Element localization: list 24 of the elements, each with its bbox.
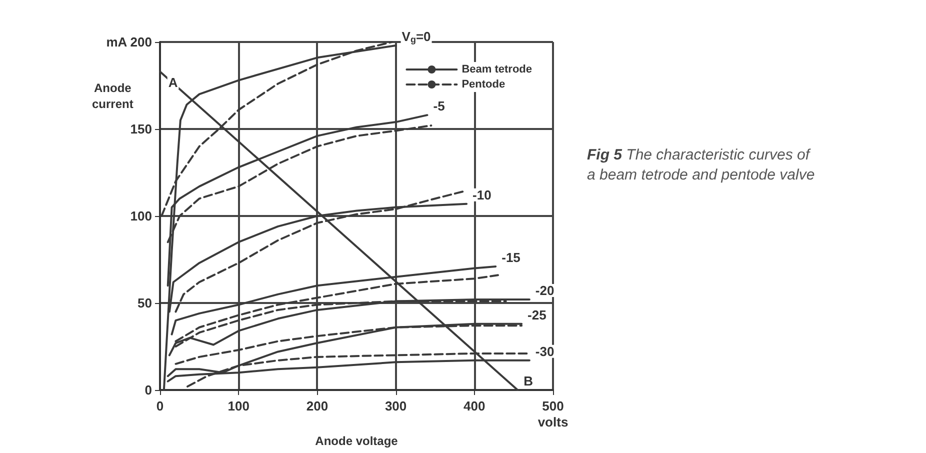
x-tick-label: 200 [306,398,328,414]
annotation: -20 [535,283,554,298]
text: Fig 5 The characteristic curves of a beam tetrode and pentode valve [587,146,815,184]
annotation: -5 [433,98,445,114]
y-tick-label: mA 200 [106,34,152,50]
y-tick-label: 150 [130,122,152,136]
y-tick-label: 0 [144,382,152,398]
annotation: -15 [502,250,520,265]
annotation: -30 [535,344,554,359]
y-tick-label: 50 [138,296,152,310]
y-axis-title: Anode current [92,81,134,111]
legend-label: Beam tetrode [462,64,532,76]
annotation: B [524,374,534,388]
x-tick-label: 500 volts [538,398,568,430]
x-tick-label: 300 [384,398,407,414]
x-tick-label: 100 [228,398,250,414]
x-tick-label: 0 [156,398,164,414]
annotation: A [168,75,178,90]
x-tick-label: 400 [464,398,486,414]
x-axis-title: Anode voltage [315,434,398,448]
annotation: -10 [472,187,492,202]
annotation: -25 [528,307,546,322]
y-tick-label: 100 [130,208,152,224]
legend-label: Pentode [462,78,506,90]
